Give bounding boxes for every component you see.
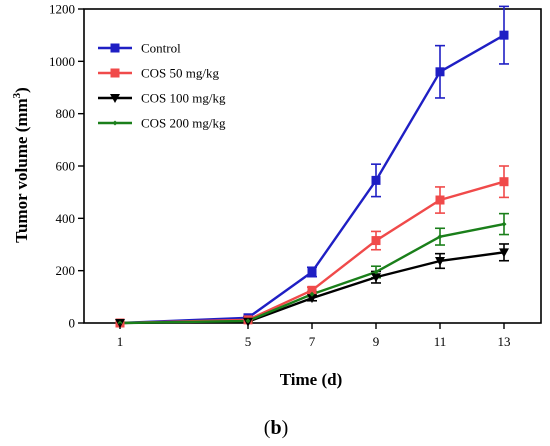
data-point <box>371 273 381 283</box>
data-point <box>501 221 507 227</box>
series-lines <box>119 34 505 325</box>
x-axis-title: Time (d) <box>280 370 343 389</box>
data-point <box>112 120 118 126</box>
data-point <box>371 236 381 246</box>
y-axis-title: Tumor volume (mm3) <box>11 87 31 243</box>
data-point <box>110 68 120 78</box>
series-line <box>119 222 505 325</box>
data-point <box>499 30 509 40</box>
legend-entry: COS 200 mg/kg <box>141 116 226 131</box>
x-tick-label: 7 <box>309 334 316 349</box>
x-tick-label: 1 <box>117 334 124 349</box>
data-point <box>371 175 381 185</box>
x-tick-label: 9 <box>373 334 380 349</box>
data-point <box>373 269 379 275</box>
legend-entry: COS 50 mg/kg <box>141 66 220 81</box>
panel-label: (b) <box>264 417 288 439</box>
data-point <box>435 67 445 77</box>
y-tick-label: 600 <box>56 159 76 174</box>
legend-entry: Control <box>141 41 181 56</box>
data-point <box>307 267 317 277</box>
data-point <box>307 294 317 304</box>
data-point <box>435 256 445 266</box>
y-tick-label: 0 <box>69 316 76 331</box>
y-tick-label: 800 <box>56 106 76 121</box>
y-tick-label: 1000 <box>49 54 75 69</box>
data-point <box>245 318 251 324</box>
data-point <box>110 43 120 53</box>
series-line <box>119 34 505 325</box>
data-point <box>499 177 509 187</box>
y-tick-label: 400 <box>56 211 76 226</box>
x-tick-label: 11 <box>434 334 447 349</box>
x-tick-label: 13 <box>498 334 511 349</box>
data-point <box>309 291 315 297</box>
legend-entry: COS 100 mg/kg <box>141 91 226 106</box>
x-axis-ticks: 1 5 7 9 11 13 <box>117 323 511 349</box>
data-point <box>110 94 120 103</box>
y-tick-label: 1200 <box>49 2 75 17</box>
x-tick-label: 5 <box>245 334 252 349</box>
y-tick-label: 200 <box>56 263 76 278</box>
data-point <box>499 248 509 258</box>
legend: Control COS 50 mg/kg COS 100 mg/kg COS 200 … <box>98 41 226 131</box>
data-point <box>437 234 443 240</box>
data-point <box>435 195 445 205</box>
y-axis-ticks: 0 200 400 600 800 1000 1200 <box>49 2 84 331</box>
